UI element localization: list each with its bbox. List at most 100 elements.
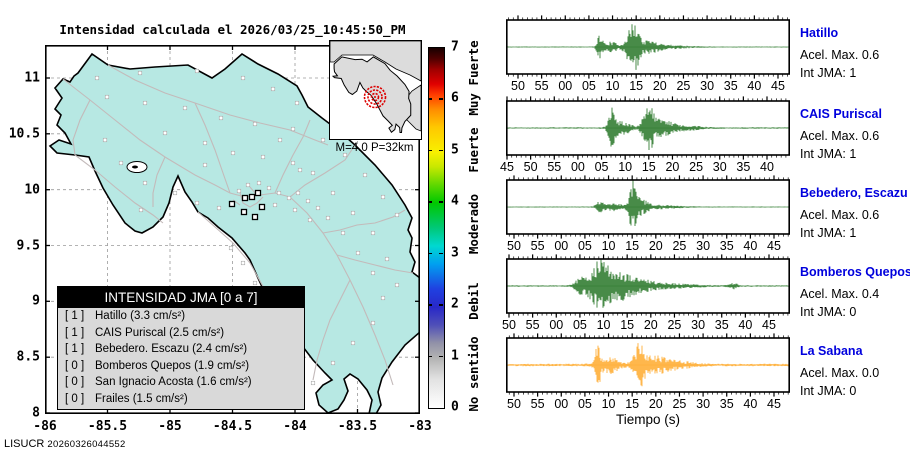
station-marker: [290, 160, 296, 166]
legend-intensity: [ 0 ]: [65, 392, 85, 405]
colorbar-tick: [439, 98, 443, 100]
station-marker: [307, 217, 313, 223]
waveform-trace: [506, 179, 790, 226]
station-marker: [256, 180, 262, 186]
legend-intensity: [ 1 ]: [65, 326, 85, 339]
station-name: Bomberos Quepos: [800, 265, 910, 279]
station-marker: [240, 260, 246, 266]
station-marker: [276, 190, 282, 196]
costa-rica-map: INTENSIDAD JMA [0 a 7] [ 1 ] Hatillo (3.3…: [45, 45, 420, 414]
x-tick-label: 45: [767, 239, 781, 253]
map-border: [45, 45, 420, 414]
triggered-station-marker: [240, 208, 248, 216]
inset-caption: M=4.0 P=32km: [335, 142, 414, 154]
colorbar-number: 4: [451, 193, 459, 209]
legend-station-label: Hatillo (3.3 cm/s²): [95, 310, 186, 322]
station-marker: [380, 295, 386, 301]
intensity-colorbar: [428, 47, 445, 409]
station-marker: [142, 180, 148, 186]
station-marker: [118, 160, 124, 166]
lat-tick-label: 10.5: [8, 126, 40, 142]
station-name: CAIS Puriscal: [800, 107, 882, 121]
x-tick-label: 55: [534, 79, 549, 93]
colorbar-number: 0: [451, 399, 459, 415]
triggered-station-marker: [241, 194, 249, 202]
station-marker: [162, 130, 168, 136]
station-marker: [252, 280, 258, 286]
station-accel-max: Acel. Max. 0.6: [800, 129, 880, 143]
x-tick-label: 00: [554, 239, 569, 253]
colorbar-tick: [428, 201, 432, 203]
x-tick-label: 10: [605, 79, 620, 93]
x-tick-label: 00: [570, 160, 585, 174]
lon-tick-label: -84: [283, 419, 307, 434]
x-tick-label: 15: [625, 397, 640, 411]
legend-intensity: [ 1 ]: [65, 343, 85, 356]
inset-canvas: [329, 40, 422, 139]
x-tick-label: 15: [641, 160, 656, 174]
colorbar-category-label: No sentido: [466, 336, 481, 412]
station-marker: [102, 137, 108, 143]
x-tick-label: 35: [723, 79, 738, 93]
station-marker: [355, 250, 361, 256]
x-tick-label: 35: [714, 318, 729, 332]
x-tick-label: 25: [676, 79, 691, 93]
seismogram-panel-1: [506, 15, 790, 79]
seismogram-panel-4: [506, 254, 790, 318]
station-marker: [310, 380, 316, 386]
lon-tick-label: -83: [408, 419, 432, 434]
station-marker: [236, 188, 242, 194]
station-accel-max: Acel. Max. 0.0: [800, 366, 880, 380]
colorbar-tick: [439, 201, 443, 203]
seismogram-frame: [506, 258, 790, 314]
station-marker: [202, 162, 208, 168]
legend-title: INTENSIDAD JMA [0 a 7]: [58, 287, 304, 308]
colorbar-category-label: Moderado: [466, 193, 481, 255]
x-tick-label: 30: [700, 79, 715, 93]
station-int-jma: Int JMA: 1: [800, 226, 857, 240]
seismogram-panel-2: [506, 96, 790, 160]
legend-intensity: [ 0 ]: [65, 376, 85, 389]
x-tick-label: 50: [507, 397, 521, 411]
station-marker: [310, 170, 316, 176]
station-marker: [230, 150, 236, 156]
station-marker: [394, 212, 400, 218]
station-marker: [182, 105, 188, 111]
colorbar-category-label: Fuerte: [466, 127, 481, 173]
x-tick-label: 35: [719, 239, 734, 253]
x-tick-label: 25: [672, 239, 687, 253]
x-tick-label: 05: [572, 318, 587, 332]
station-marker: [305, 198, 311, 204]
x-tick-label: 05: [594, 160, 609, 174]
seismogram-frame: [506, 100, 790, 156]
x-tick-label: 15: [629, 79, 644, 93]
x-tick-label: 25: [689, 160, 704, 174]
station-marker: [137, 70, 143, 76]
station-accel-max: Acel. Max. 0.4: [800, 287, 880, 301]
station-marker: [294, 100, 300, 106]
x-tick-label: 30: [696, 239, 711, 253]
legend-entry: [ 0 ] Frailes (1.5 cm/s²): [58, 391, 304, 408]
seismogram-frame: [506, 337, 790, 393]
legend-entry: [ 1 ] CAIS Puriscal (2.5 cm/s²): [58, 325, 304, 342]
station-marker: [394, 282, 400, 288]
station-int-jma: Int JMA: 0: [800, 384, 857, 398]
station-marker: [325, 215, 331, 221]
x-tick-label: 05: [581, 79, 596, 93]
station-marker: [370, 270, 376, 276]
x-tick-label: 10: [618, 160, 633, 174]
station-marker: [194, 68, 200, 74]
waveform-trace: [506, 107, 790, 150]
legend-entry: [ 1 ] Hatillo (3.3 cm/s²): [58, 308, 304, 325]
x-tick-label: 05: [577, 397, 592, 411]
colorbar-tick: [439, 304, 443, 306]
station-marker: [362, 172, 368, 178]
station-marker: [94, 75, 100, 81]
lat-tick-label: 9.5: [16, 238, 40, 253]
colorbar-number: 1: [451, 348, 459, 364]
x-tick-label: 10: [601, 239, 616, 253]
station-marker: [384, 256, 390, 262]
triggered-station-marker: [251, 213, 259, 221]
lon-tick-label: -83.5: [337, 419, 378, 434]
